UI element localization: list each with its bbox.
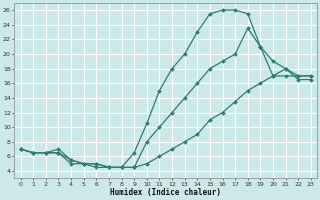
X-axis label: Humidex (Indice chaleur): Humidex (Indice chaleur) <box>110 188 221 197</box>
